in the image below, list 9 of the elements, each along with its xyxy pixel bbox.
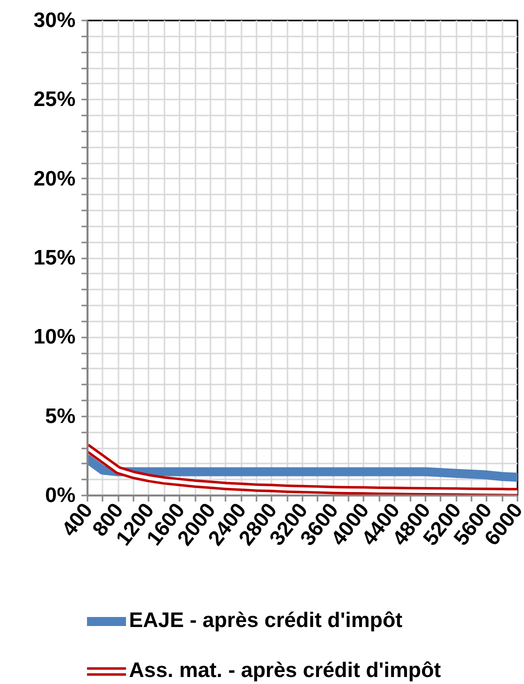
y-tick-label: 30% xyxy=(33,9,76,32)
y-tick-label: 15% xyxy=(33,246,76,270)
y-tick-label: 20% xyxy=(33,167,76,190)
legend-label: EAJE - après crédit d'impôt xyxy=(129,609,402,633)
y-tick-label: 5% xyxy=(45,404,76,428)
legend-label: Ass. mat. - après crédit d'impôt xyxy=(129,659,441,683)
y-tick-label: 0% xyxy=(45,484,76,507)
y-tick-label: 10% xyxy=(33,326,76,349)
y-tick-label: 25% xyxy=(33,88,76,112)
